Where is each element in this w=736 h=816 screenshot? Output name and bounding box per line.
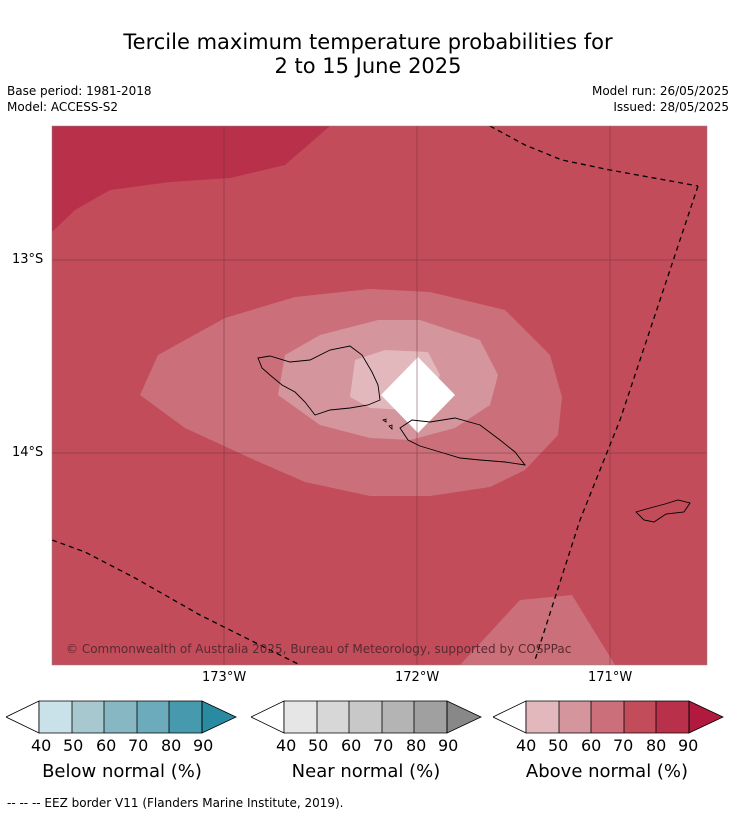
meta-left: Base period: 1981-2018 Model: ACCESS-S2 xyxy=(7,83,152,115)
island-upolu xyxy=(399,417,527,466)
below-under-triangle xyxy=(6,700,40,734)
above-bin-70-80 xyxy=(624,701,656,733)
near-bin-60-70 xyxy=(349,701,382,733)
below-tick-60: 60 xyxy=(96,736,117,755)
near-tick-40: 40 xyxy=(276,736,297,755)
map-frame xyxy=(51,125,708,666)
title-line-1: Tercile maximum temperature probabilitie… xyxy=(123,30,613,54)
above-tick-50: 50 xyxy=(548,736,569,755)
lat-label-13s: 13°S xyxy=(12,252,44,267)
base-period: Base period: 1981-2018 xyxy=(7,84,152,98)
near-tick-90: 90 xyxy=(438,736,459,755)
copyright-notice: © Commonwealth of Australia 2025, Bureau… xyxy=(66,642,571,656)
eez-border-east xyxy=(534,185,699,661)
below-tick-70: 70 xyxy=(128,736,149,755)
below-over-triangle xyxy=(201,700,237,734)
colorbar-above-normal xyxy=(493,700,724,734)
near-bin-80-90 xyxy=(414,701,447,733)
island-savaii xyxy=(257,345,381,416)
near-normal-title: Near normal (%) xyxy=(291,761,441,782)
model-run: Model run: 26/05/2025 xyxy=(591,84,729,98)
near-bin-50-60 xyxy=(317,701,349,733)
eez-footnote: -- -- -- EEZ border V11 (Flanders Marine… xyxy=(7,796,344,810)
model-name: Model: ACCESS-S2 xyxy=(7,100,119,114)
island-manono xyxy=(382,418,393,430)
above-over-triangle xyxy=(688,700,724,734)
issued-date: Issued: 28/05/2025 xyxy=(613,100,729,114)
meta-right: Model run: 26/05/2025 Issued: 28/05/2025 xyxy=(592,83,729,115)
below-bin-50-60 xyxy=(72,701,104,733)
lon-label-171w: 171°W xyxy=(588,670,633,685)
below-tick-50: 50 xyxy=(63,736,84,755)
colorbar-below-normal xyxy=(6,700,237,734)
near-tick-80: 80 xyxy=(406,736,427,755)
near-tick-70: 70 xyxy=(373,736,394,755)
above-tick-60: 60 xyxy=(581,736,602,755)
above-bin-40-50 xyxy=(526,701,559,733)
above-bin-80-90 xyxy=(656,701,689,733)
title-line-2: 2 to 15 June 2025 xyxy=(274,54,462,78)
near-under-triangle xyxy=(251,700,285,734)
near-bin-40-50 xyxy=(284,701,317,733)
zone-60-70-bottom xyxy=(460,595,615,665)
island-tutuila xyxy=(635,499,691,523)
lat-label-14s: 14°S xyxy=(12,445,44,460)
below-bin-80-90 xyxy=(169,701,202,733)
above-bin-60-70 xyxy=(591,701,624,733)
eez-border-southwest xyxy=(52,539,301,665)
colorbar-near-normal xyxy=(251,700,482,734)
above-tick-80: 80 xyxy=(646,736,667,755)
above-tick-40: 40 xyxy=(516,736,537,755)
below-bin-70-80 xyxy=(137,701,169,733)
below-tick-40: 40 xyxy=(31,736,52,755)
below-bin-40-50 xyxy=(39,701,72,733)
near-over-triangle xyxy=(446,700,482,734)
below-tick-90: 90 xyxy=(193,736,214,755)
above-bin-50-60 xyxy=(559,701,591,733)
near-tick-50: 50 xyxy=(308,736,329,755)
near-bin-70-80 xyxy=(382,701,414,733)
above-normal-title: Above normal (%) xyxy=(525,761,689,782)
above-tick-70: 70 xyxy=(613,736,634,755)
below-tick-80: 80 xyxy=(161,736,182,755)
below-normal-title: Below normal (%) xyxy=(42,761,202,782)
zone-below-40 xyxy=(381,357,455,433)
chart-title: Tercile maximum temperature probabilitie… xyxy=(0,30,736,78)
zone-80-90-northwest xyxy=(52,126,330,232)
above-under-triangle xyxy=(493,700,527,734)
lon-label-172w: 172°W xyxy=(395,670,440,685)
below-bin-60-70 xyxy=(104,701,137,733)
above-tick-90: 90 xyxy=(678,736,699,755)
near-tick-60: 60 xyxy=(341,736,362,755)
lon-label-173w: 173°W xyxy=(202,670,247,685)
graticule xyxy=(52,126,707,665)
